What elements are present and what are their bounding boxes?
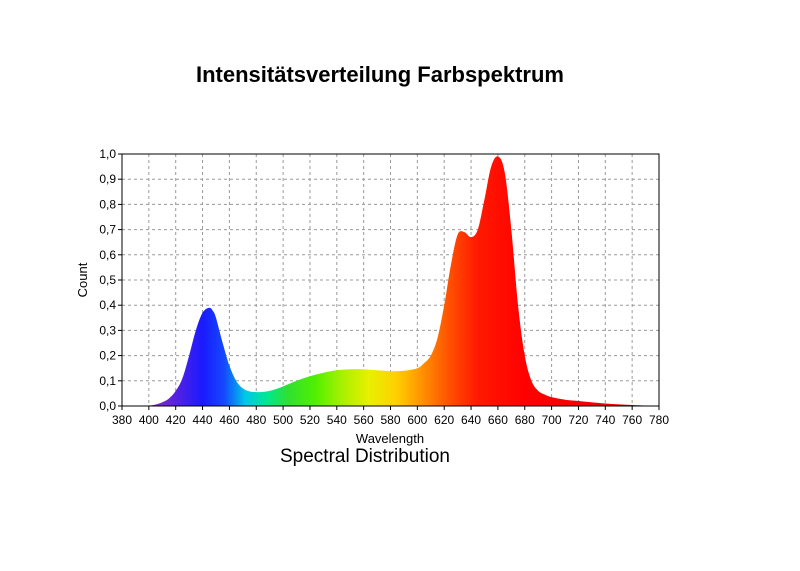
x-tick-label: 760 <box>622 413 642 427</box>
x-tick-label: 500 <box>273 413 293 427</box>
x-tick-label: 600 <box>407 413 427 427</box>
y-tick-label: 0,7 <box>99 223 116 237</box>
y-tick-label: 0,3 <box>99 323 116 337</box>
y-axis-label: Count <box>75 262 90 297</box>
x-tick-label: 480 <box>246 413 266 427</box>
y-tick-label: 0,1 <box>99 374 116 388</box>
y-tick-label: 1,0 <box>99 147 116 161</box>
x-tick-label: 440 <box>193 413 213 427</box>
y-tick-label: 0,9 <box>99 172 116 186</box>
y-tick-label: 0,8 <box>99 197 116 211</box>
y-tick-label: 0,6 <box>99 248 116 262</box>
x-tick-label: 380 <box>112 413 132 427</box>
x-tick-label: 720 <box>568 413 588 427</box>
x-tick-label: 580 <box>380 413 400 427</box>
y-tick-label: 0,5 <box>99 273 116 287</box>
chart-title: Intensitätsverteilung Farbspektrum <box>196 62 564 87</box>
x-tick-label: 640 <box>461 413 481 427</box>
grid <box>122 154 659 406</box>
x-tick-label: 560 <box>354 413 374 427</box>
x-axis-label: Wavelength <box>356 431 424 446</box>
y-tick-label: 0,0 <box>99 399 116 413</box>
x-tick-label: 460 <box>219 413 239 427</box>
x-tick-label: 420 <box>166 413 186 427</box>
chart-caption: Spectral Distribution <box>279 446 451 467</box>
x-tick-label: 660 <box>488 413 508 427</box>
x-tick-label: 400 <box>139 413 159 427</box>
x-tick-label: 680 <box>515 413 535 427</box>
x-tick-label: 620 <box>434 413 454 427</box>
x-tick-label: 740 <box>595 413 615 427</box>
x-tick-label: 700 <box>542 413 562 427</box>
x-tick-label: 540 <box>327 413 347 427</box>
x-tick-label: 520 <box>300 413 320 427</box>
y-tick-label: 0,4 <box>99 298 116 312</box>
x-tick-label: 780 <box>649 413 669 427</box>
y-tick-label: 0,2 <box>99 349 116 363</box>
